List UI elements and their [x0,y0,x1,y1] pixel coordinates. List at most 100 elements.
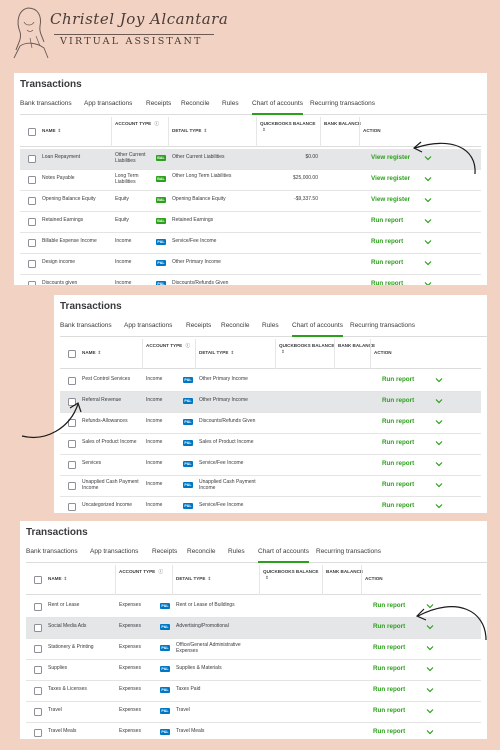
chevron-down-icon[interactable] [423,258,433,268]
account-name: Travel Meals [48,728,77,734]
chevron-down-icon[interactable] [425,643,435,653]
chevron-down-icon[interactable] [434,417,444,427]
row-action-link[interactable]: Run report [373,728,406,735]
row-action-link[interactable]: Run report [371,238,404,245]
row-checkbox[interactable] [34,666,42,674]
select-all-checkbox[interactable] [34,576,42,584]
row-checkbox[interactable] [28,239,36,247]
chevron-down-icon[interactable] [425,664,435,674]
row-action-link[interactable]: Run report [382,376,415,383]
column-header-detail-type[interactable]: DETAIL TYPE ⇕ [176,576,212,581]
row-action-link[interactable]: Run report [371,259,404,266]
tab-app-transactions[interactable]: App transactions [90,548,139,555]
chevron-down-icon[interactable] [434,396,444,406]
row-action-link[interactable]: Run report [371,280,404,285]
row-checkbox[interactable] [68,482,76,490]
row-checkbox[interactable] [28,155,36,163]
row-action-link[interactable]: Run report [382,481,415,488]
chevron-down-icon[interactable] [434,501,444,511]
tab-reconcile[interactable]: Reconcile [221,322,250,329]
tab-receipts[interactable]: Receipts [152,548,178,555]
chevron-down-icon[interactable] [425,706,435,716]
chevron-down-icon[interactable] [423,279,433,285]
row-action-link[interactable]: Run report [371,217,404,224]
tab-chart-of-accounts[interactable]: Chart of accounts [292,321,343,337]
tab-bank-transactions[interactable]: Bank transactions [60,322,112,329]
row-checkbox[interactable] [34,687,42,695]
tab-app-transactions[interactable]: App transactions [84,100,133,107]
chevron-down-icon[interactable] [425,622,435,632]
tab-recurring-transactions[interactable]: Recurring transactions [316,548,382,555]
chevron-down-icon[interactable] [434,480,444,490]
tab-rules[interactable]: Rules [222,100,239,107]
row-action-link[interactable]: Run report [373,686,406,693]
chevron-down-icon[interactable] [434,375,444,385]
chevron-down-icon[interactable] [423,195,433,205]
row-action-link[interactable]: Run report [373,665,406,672]
row-checkbox[interactable] [28,176,36,184]
chevron-down-icon[interactable] [434,459,444,469]
row-action-link[interactable]: Run report [373,644,406,651]
tab-rules[interactable]: Rules [228,548,245,555]
row-checkbox[interactable] [34,729,42,737]
row-checkbox[interactable] [28,218,36,226]
column-header-name[interactable]: NAME ⇕ [82,350,102,355]
tab-recurring-transactions[interactable]: Recurring transactions [310,100,376,107]
row-checkbox[interactable] [34,645,42,653]
row-action-link[interactable]: Run report [373,707,406,714]
column-header-account-type[interactable]: ACCOUNT TYPE ⓘ [146,343,191,348]
row-action-link[interactable]: Run report [382,502,415,509]
tab-app-transactions[interactable]: App transactions [124,322,173,329]
row-checkbox[interactable] [68,419,76,427]
chevron-down-icon[interactable] [423,237,433,247]
tab-bank-transactions[interactable]: Bank transactions [20,100,72,107]
row-action-link[interactable]: Run report [382,418,415,425]
column-header-quickbooks-balance[interactable]: QUICKBOOKS BALANCE ⇕ [263,569,319,580]
select-all-checkbox[interactable] [28,128,36,136]
tab-receipts[interactable]: Receipts [186,322,212,329]
row-action-link[interactable]: View register [371,196,411,203]
row-action-link[interactable]: Run report [382,439,415,446]
row-checkbox[interactable] [34,708,42,716]
tab-reconcile[interactable]: Reconcile [187,548,216,555]
chevron-down-icon[interactable] [423,174,433,184]
row-checkbox[interactable] [68,377,76,385]
tab-rules[interactable]: Rules [262,322,279,329]
row-checkbox[interactable] [68,503,76,511]
column-header-account-type[interactable]: ACCOUNT TYPE ⓘ [119,569,164,574]
chevron-down-icon[interactable] [425,601,435,611]
row-checkbox[interactable] [34,624,42,632]
column-header-detail-type[interactable]: DETAIL TYPE ⇕ [199,350,235,355]
select-all-checkbox[interactable] [68,350,76,358]
row-action-link[interactable]: Run report [382,460,415,467]
row-checkbox[interactable] [28,281,36,285]
column-header-name[interactable]: NAME ⇕ [42,128,62,133]
tab-reconcile[interactable]: Reconcile [181,100,210,107]
row-action-link[interactable]: View register [371,154,411,161]
column-header-account-type[interactable]: ACCOUNT TYPE ⓘ [115,121,160,126]
row-checkbox[interactable] [68,440,76,448]
row-action-link[interactable]: Run report [382,397,415,404]
chevron-down-icon[interactable] [425,727,435,737]
column-header-detail-type[interactable]: DETAIL TYPE ⇕ [172,128,208,133]
row-checkbox[interactable] [68,398,76,406]
tab-chart-of-accounts[interactable]: Chart of accounts [258,547,309,563]
row-action-link[interactable]: View register [371,175,411,182]
row-checkbox[interactable] [28,260,36,268]
tab-bank-transactions[interactable]: Bank transactions [26,548,78,555]
chevron-down-icon[interactable] [423,153,433,163]
row-checkbox[interactable] [68,461,76,469]
chevron-down-icon[interactable] [423,216,433,226]
tab-receipts[interactable]: Receipts [146,100,172,107]
row-action-link[interactable]: Run report [373,602,406,609]
chevron-down-icon[interactable] [434,438,444,448]
row-checkbox[interactable] [34,603,42,611]
row-checkbox[interactable] [28,197,36,205]
column-header-quickbooks-balance[interactable]: QUICKBOOKS BALANCE ⇕ [279,343,335,354]
column-header-quickbooks-balance[interactable]: QUICKBOOKS BALANCE ⇕ [260,121,316,132]
tab-chart-of-accounts[interactable]: Chart of accounts [252,99,303,115]
tab-recurring-transactions[interactable]: Recurring transactions [350,322,416,329]
column-header-name[interactable]: NAME ⇕ [48,576,68,581]
chevron-down-icon[interactable] [425,685,435,695]
row-action-link[interactable]: Run report [373,623,406,630]
